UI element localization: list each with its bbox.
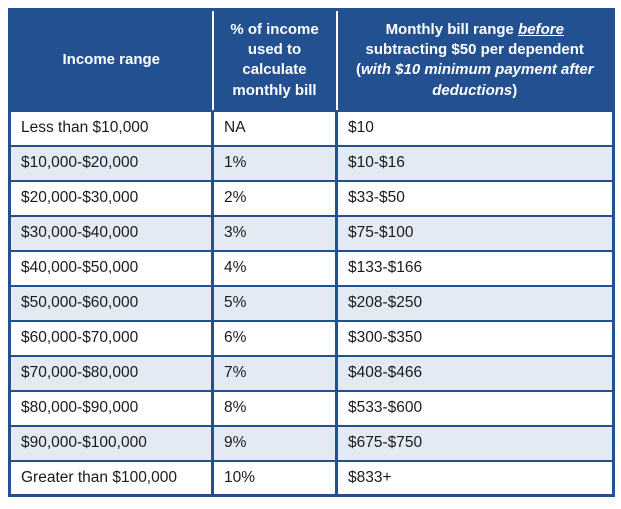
income-range-cell: $70,000-$80,000 (8, 354, 214, 392)
percent-cell: 7% (211, 354, 338, 392)
table-row: $30,000-$40,000 3% $75-$100 (8, 214, 615, 252)
income-range-cell: $90,000-$100,000 (8, 424, 214, 462)
column-header-bill-range: Monthly bill range before subtracting $5… (335, 9, 614, 111)
table-row: $20,000-$30,000 2% $33-$50 (8, 179, 615, 217)
bill-range-cell: $833+ (335, 459, 615, 497)
percent-cell: 3% (211, 214, 338, 252)
table-row: Less than $10,000 NA $10 (8, 109, 615, 147)
table-row: $60,000-$70,000 6% $300-$350 (8, 319, 615, 357)
bill-range-header-text: Monthly bill range (385, 20, 514, 38)
paren-open: ( (355, 61, 361, 79)
bill-range-cell: $208-$250 (335, 284, 615, 322)
income-range-cell: $60,000-$70,000 (8, 319, 214, 357)
income-bill-table: Income range % of income used to calcula… (8, 8, 615, 497)
bill-range-cell: $10-$16 (335, 144, 615, 182)
table-row: $50,000-$60,000 5% $208-$250 (8, 284, 615, 322)
income-range-cell: $50,000-$60,000 (8, 284, 214, 322)
bill-range-header-parenthetical: (with $10 minimum payment after deductio… (346, 60, 605, 101)
income-range-cell: $80,000-$90,000 (8, 389, 214, 427)
bill-range-cell: $33-$50 (335, 179, 615, 217)
bill-range-header-before-emphasis: before (518, 20, 564, 38)
table-row: $90,000-$100,000 9% $675-$750 (8, 424, 615, 462)
table-row: $80,000-$90,000 8% $533-$600 (8, 389, 615, 427)
income-range-cell: Less than $10,000 (8, 109, 214, 147)
income-range-cell: Greater than $100,000 (8, 459, 214, 497)
percent-cell: 8% (211, 389, 338, 427)
column-header-income-range: Income range (9, 9, 213, 111)
bill-range-header-line1: Monthly bill range before (346, 20, 605, 40)
income-range-cell: $20,000-$30,000 (8, 179, 214, 217)
bill-range-header-italic: with $10 minimum payment after deduction… (360, 61, 594, 99)
percent-cell: NA (211, 109, 338, 147)
bill-range-cell: $408-$466 (335, 354, 615, 392)
bill-range-cell: $300-$350 (335, 319, 615, 357)
percent-cell: 5% (211, 284, 338, 322)
paren-close: ) (512, 81, 518, 99)
bill-range-cell: $133-$166 (335, 249, 615, 287)
header-row: Income range % of income used to calcula… (9, 9, 614, 111)
income-range-cell: $10,000-$20,000 (8, 144, 214, 182)
percent-cell: 1% (211, 144, 338, 182)
bill-range-header-line2: subtracting $50 per dependent (365, 41, 584, 58)
bill-range-cell: $75-$100 (335, 214, 615, 252)
table-row: $70,000-$80,000 7% $408-$466 (8, 354, 615, 392)
percent-cell: 6% (211, 319, 338, 357)
bill-range-cell: $533-$600 (335, 389, 615, 427)
percent-cell: 4% (211, 249, 338, 287)
income-range-cell: $40,000-$50,000 (8, 249, 214, 287)
column-header-percent-income: % of income used to calculate monthly bi… (211, 9, 337, 111)
bill-range-cell: $675-$750 (335, 424, 615, 462)
table-row: $40,000-$50,000 4% $133-$166 (8, 249, 615, 287)
percent-cell: 10% (211, 459, 338, 497)
table-row: $10,000-$20,000 1% $10-$16 (8, 144, 615, 182)
percent-cell: 2% (211, 179, 338, 217)
percent-cell: 9% (211, 424, 338, 462)
income-range-cell: $30,000-$40,000 (8, 214, 214, 252)
table-row: Greater than $100,000 10% $833+ (8, 459, 615, 497)
bill-range-cell: $10 (335, 109, 615, 147)
